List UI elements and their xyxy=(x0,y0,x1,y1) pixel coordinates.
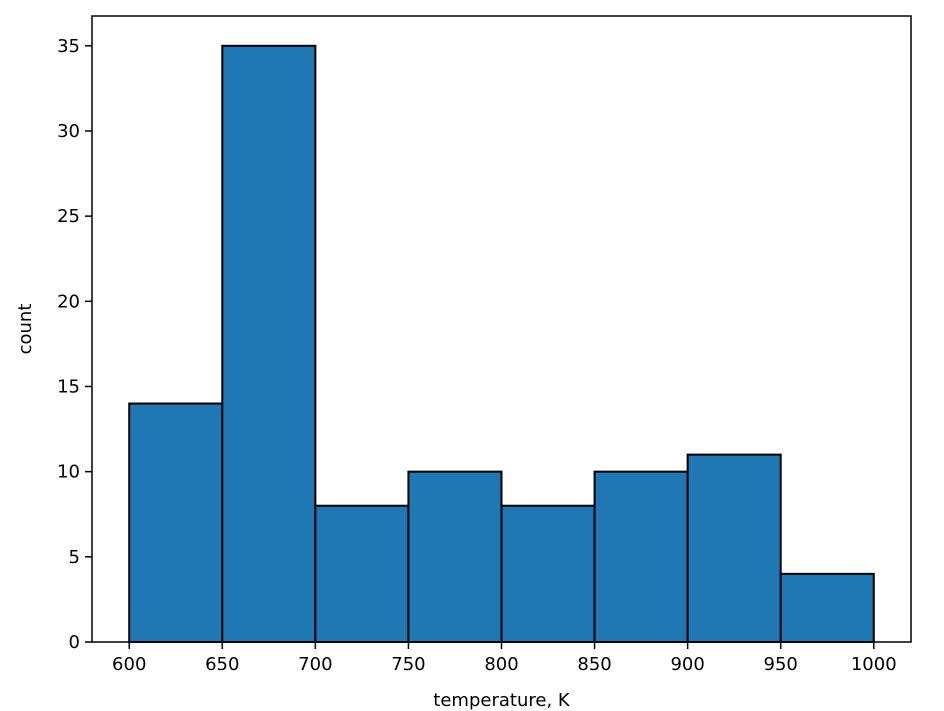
y-tick-label: 10 xyxy=(57,462,80,483)
x-tick-label: 700 xyxy=(298,654,332,675)
y-axis-label: count xyxy=(15,304,36,355)
bars-group xyxy=(128,44,875,644)
x-tick-label: 650 xyxy=(205,654,239,675)
x-tick-label: 600 xyxy=(112,654,146,675)
x-tick-label: 1000 xyxy=(851,654,897,675)
y-tick-label: 5 xyxy=(69,547,80,568)
histogram-bar xyxy=(500,504,596,644)
histogram-bar xyxy=(407,470,503,643)
y-tick-label: 25 xyxy=(57,206,80,227)
y-tick-label: 30 xyxy=(57,121,80,142)
histogram-bar xyxy=(128,402,224,643)
y-axis-ticks: 0 5 10 15 20 25 30 35 xyxy=(57,36,92,653)
y-tick-label: 0 xyxy=(69,632,80,653)
histogram-bar xyxy=(314,504,410,644)
histogram-bar xyxy=(221,44,317,644)
y-tick-label: 15 xyxy=(57,376,80,397)
histogram-bar xyxy=(686,453,782,643)
histogram-bar xyxy=(593,470,689,643)
x-tick-label: 800 xyxy=(484,654,518,675)
y-tick-label: 20 xyxy=(57,291,80,312)
x-tick-label: 850 xyxy=(577,654,611,675)
x-tick-label: 900 xyxy=(670,654,704,675)
x-tick-label: 750 xyxy=(391,654,425,675)
y-tick-label: 35 xyxy=(57,36,80,57)
x-axis-label: temperature, K xyxy=(433,690,571,711)
histogram-bar xyxy=(779,572,875,644)
x-tick-label: 950 xyxy=(764,654,798,675)
x-axis-ticks: 600 650 700 750 800 850 900 950 1000 xyxy=(112,642,897,675)
